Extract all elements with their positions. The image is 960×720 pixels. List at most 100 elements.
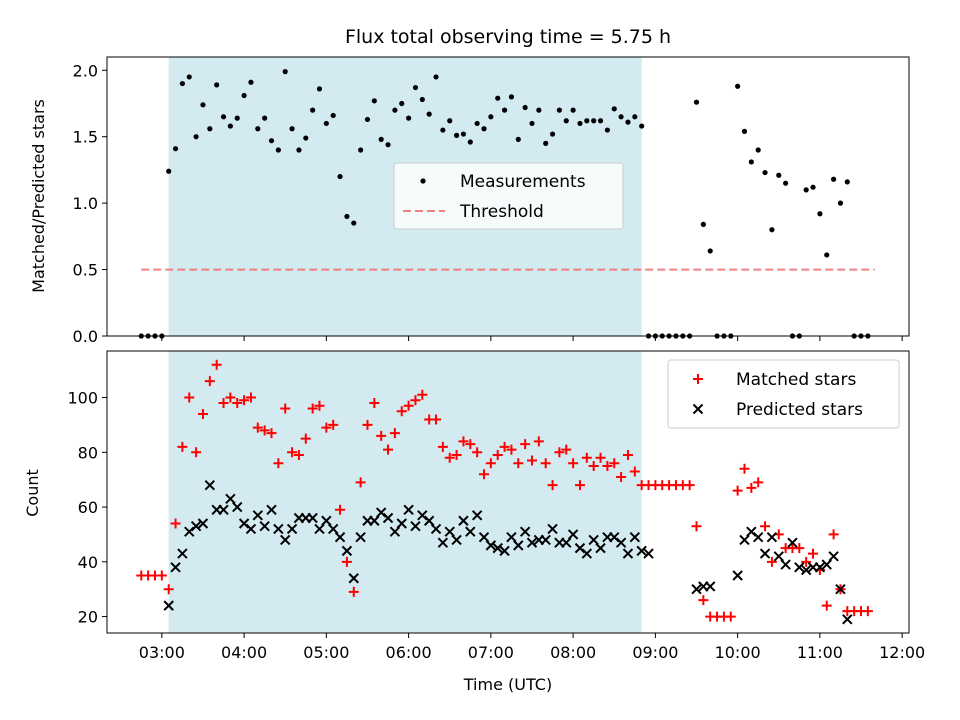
data-point	[451, 450, 462, 461]
data-point	[341, 545, 353, 557]
data-point	[266, 504, 277, 516]
legend-marker-plus	[693, 374, 703, 384]
data-point	[794, 543, 805, 554]
data-point	[787, 537, 798, 548]
data-point	[563, 118, 569, 124]
data-point	[280, 403, 291, 414]
data-point	[245, 523, 257, 535]
data-point	[604, 127, 610, 133]
data-point	[567, 529, 579, 540]
data-point	[166, 168, 172, 174]
data-point	[752, 531, 764, 543]
data-point	[536, 107, 542, 113]
data-point	[588, 534, 599, 546]
data-point	[403, 400, 414, 411]
data-point	[447, 118, 453, 124]
data-point	[817, 211, 823, 217]
data-point	[307, 512, 318, 524]
data-point	[760, 521, 771, 532]
data-point	[396, 518, 407, 529]
legend-label: Threshold	[459, 202, 544, 222]
data-point	[193, 134, 199, 140]
data-point	[821, 559, 832, 570]
data-point	[170, 518, 181, 529]
legend-marker-x	[692, 403, 704, 415]
data-point	[335, 504, 346, 515]
data-point	[385, 142, 391, 148]
data-point	[543, 140, 549, 146]
data-point	[622, 450, 633, 461]
data-point	[513, 540, 524, 551]
data-point	[526, 455, 537, 466]
y-tick-label: 100	[67, 389, 98, 408]
data-point	[602, 460, 613, 471]
axes-frame	[106, 56, 910, 337]
data-point	[862, 606, 873, 617]
data-point	[239, 395, 250, 406]
data-point	[225, 493, 236, 505]
data-point	[396, 406, 407, 417]
data-point	[321, 515, 332, 526]
data-point	[581, 548, 593, 559]
data-point	[190, 521, 202, 532]
data-point	[577, 120, 583, 127]
data-point	[307, 403, 318, 414]
data-point	[362, 419, 373, 430]
x-tick-label: 03:00	[139, 643, 185, 662]
data-point	[465, 526, 476, 537]
legend-label: Measurements	[460, 172, 586, 192]
data-point	[465, 439, 476, 450]
data-point	[522, 104, 528, 111]
data-point	[300, 433, 311, 444]
data-point	[732, 485, 743, 496]
y-tick-label: 80	[78, 443, 98, 462]
data-point	[382, 512, 394, 524]
data-point	[423, 515, 435, 526]
data-point	[739, 463, 750, 474]
data-point	[584, 118, 590, 124]
data-point	[220, 114, 227, 120]
legend-box	[667, 359, 900, 429]
data-point	[474, 120, 480, 127]
data-point	[197, 408, 208, 419]
data-point	[177, 548, 188, 559]
data-point	[437, 441, 448, 452]
data-point	[266, 428, 277, 439]
data-point	[419, 96, 425, 103]
data-point	[444, 452, 455, 463]
data-point	[556, 107, 563, 113]
data-point	[684, 480, 695, 491]
data-point	[282, 69, 288, 75]
data-point	[273, 523, 284, 535]
data-point	[156, 570, 167, 581]
data-point	[293, 450, 304, 461]
data-point	[170, 562, 181, 573]
data-point	[755, 147, 761, 153]
data-point	[766, 531, 778, 543]
data-point	[691, 521, 702, 532]
data-point	[207, 126, 213, 132]
legend-top: Measurements Threshold	[393, 162, 624, 230]
data-point	[163, 584, 174, 595]
x-tick-label: 11:00	[797, 643, 843, 662]
data-point	[348, 586, 359, 597]
legend-label: Predicted stars	[736, 400, 863, 420]
data-point	[259, 521, 270, 532]
data-point	[163, 600, 174, 611]
data-point	[286, 523, 298, 535]
data-point	[172, 146, 179, 152]
data-point	[759, 548, 771, 559]
data-point	[389, 526, 401, 537]
data-point	[481, 126, 487, 132]
data-point	[622, 548, 634, 559]
data-point	[453, 132, 460, 138]
data-point	[232, 398, 243, 409]
x-tick-label: 05:00	[303, 643, 349, 662]
data-point	[214, 82, 220, 88]
data-point	[632, 114, 638, 120]
data-point	[403, 504, 414, 516]
data-point	[426, 111, 432, 117]
data-point	[780, 559, 791, 570]
